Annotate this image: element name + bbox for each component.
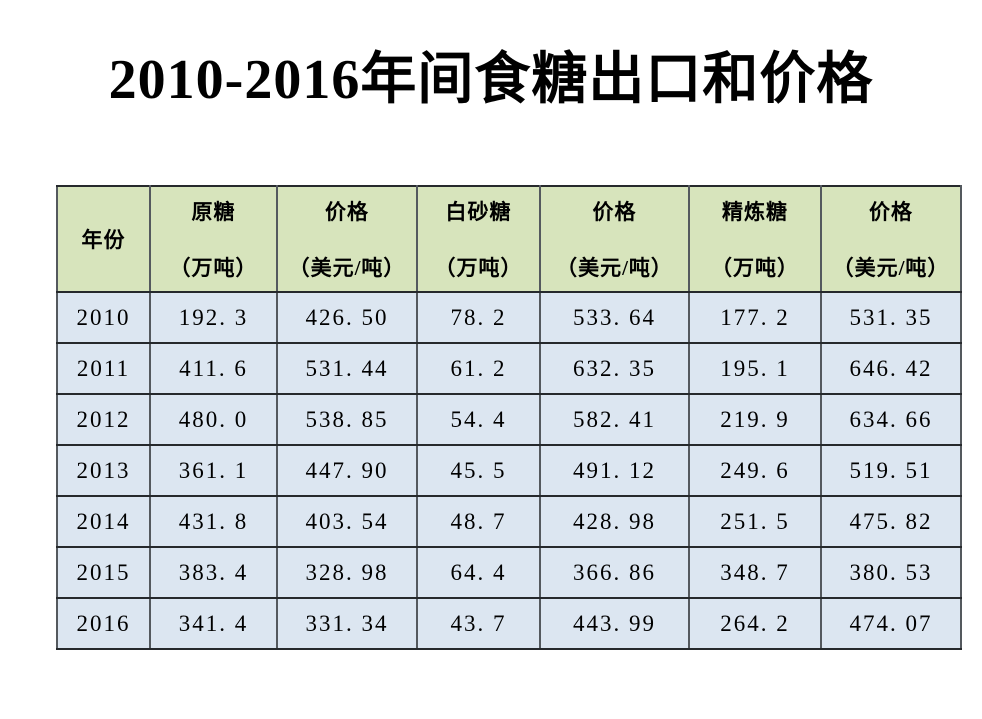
header-cell: 精炼糖 （万吨） [688, 185, 822, 293]
table-cell: 192. 3 [149, 291, 278, 344]
table-row: 2015 383. 4 328. 98 64. 4 366. 86 348. 7 380. … [56, 546, 962, 599]
table-cell: 411. 6 [149, 342, 278, 395]
table-cell: 582. 41 [539, 393, 690, 446]
table-cell: 447. 90 [276, 444, 418, 497]
table-cell: 531. 44 [276, 342, 418, 395]
table-header: 年份 原糖 （万吨） 价格 （美元/吨） 白砂糖 （万吨） 价格 （美元/吨） 精炼糖 （万吨） 价格… [56, 185, 962, 293]
header-cell: 价格 （美元/吨） [276, 185, 418, 293]
table-cell: 219. 9 [688, 393, 822, 446]
header-line2: （万吨） [711, 256, 799, 280]
table-cell: 341. 4 [149, 597, 278, 650]
table-cell: 431. 8 [149, 495, 278, 548]
table-cell: 264. 2 [688, 597, 822, 650]
table-cell: 331. 34 [276, 597, 418, 650]
header-cell: 价格 （美元/吨） [539, 185, 690, 293]
header-line1: 价格 [592, 200, 637, 224]
table-cell: 646. 42 [820, 342, 962, 395]
data-table: 年份 原糖 （万吨） 价格 （美元/吨） 白砂糖 （万吨） 价格 （美元/吨） 精炼糖 （万吨） 价格… [56, 185, 962, 650]
table-cell: 383. 4 [149, 546, 278, 599]
table-cell: 519. 51 [820, 444, 962, 497]
table-cell: 78. 2 [416, 291, 541, 344]
header-cell-content: 原糖 （万吨） [151, 187, 276, 291]
table-cell: 43. 7 [416, 597, 541, 650]
table-cell: 177. 2 [688, 291, 822, 344]
table-cell: 2016 [56, 597, 151, 650]
header-line2: （美元/吨） [556, 256, 673, 280]
header-cell: 年份 [56, 185, 151, 293]
header-cell-content: 白砂糖 （万吨） [418, 187, 539, 291]
table-cell: 426. 50 [276, 291, 418, 344]
header-cell-content: 价格 （美元/吨） [541, 187, 688, 291]
header-line1: 精炼糖 [722, 200, 788, 224]
table-cell: 474. 07 [820, 597, 962, 650]
table-cell: 443. 99 [539, 597, 690, 650]
table-cell: 632. 35 [539, 342, 690, 395]
table-cell: 403. 54 [276, 495, 418, 548]
slide-title: 2010-2016年间食糖出口和价格 [108, 49, 874, 111]
table-cell: 251. 5 [688, 495, 822, 548]
table-body: 2010 192. 3 426. 50 78. 2 533. 64 177. 2 531. … [56, 291, 962, 650]
table-cell: 2012 [56, 393, 151, 446]
table-cell: 2011 [56, 342, 151, 395]
table-cell: 531. 35 [820, 291, 962, 344]
table-row: 2012 480. 0 538. 85 54. 4 582. 41 219. 9 634. … [56, 393, 962, 446]
header-cell-content: 年份 [58, 187, 149, 291]
table-cell: 361. 1 [149, 444, 278, 497]
header-line1: 价格 [325, 200, 369, 224]
table-cell: 64. 4 [416, 546, 541, 599]
table-cell: 480. 0 [149, 393, 278, 446]
header-row: 年份 原糖 （万吨） 价格 （美元/吨） 白砂糖 （万吨） 价格 （美元/吨） 精炼糖 （万吨） 价格… [56, 185, 962, 293]
header-cell-content: 精炼糖 （万吨） [690, 187, 820, 291]
table-cell: 366. 86 [539, 546, 690, 599]
header-cell: 原糖 （万吨） [149, 185, 278, 293]
table-cell: 380. 53 [820, 546, 962, 599]
table-cell: 61. 2 [416, 342, 541, 395]
table-row: 2016 341. 4 331. 34 43. 7 443. 99 264. 2 474. … [56, 597, 962, 650]
header-cell: 白砂糖 （万吨） [416, 185, 541, 293]
table-cell: 249. 6 [688, 444, 822, 497]
table-cell: 428. 98 [539, 495, 690, 548]
header-line1: 白砂糖 [445, 200, 512, 224]
table-cell: 2013 [56, 444, 151, 497]
table-cell: 634. 66 [820, 393, 962, 446]
table-cell: 54. 4 [416, 393, 541, 446]
header-line1: 价格 [869, 200, 913, 224]
table-cell: 475. 82 [820, 495, 962, 548]
header-line2: （万吨） [169, 256, 258, 280]
table-cell: 45. 5 [416, 444, 541, 497]
header-cell-content: 价格 （美元/吨） [822, 187, 960, 291]
header-line2: （美元/吨） [288, 256, 406, 280]
table-cell: 538. 85 [276, 393, 418, 446]
table-cell: 328. 98 [276, 546, 418, 599]
header-line1: 原糖 [191, 200, 236, 224]
table-cell: 2015 [56, 546, 151, 599]
header-line1: 年份 [81, 228, 126, 252]
table-cell: 2014 [56, 495, 151, 548]
table-row: 2010 192. 3 426. 50 78. 2 533. 64 177. 2 531. … [56, 291, 962, 344]
header-cell: 价格 （美元/吨） [820, 185, 962, 293]
table-row: 2013 361. 1 447. 90 45. 5 491. 12 249. 6 519. … [56, 444, 962, 497]
table-cell: 195. 1 [688, 342, 822, 395]
table-cell: 348. 7 [688, 546, 822, 599]
header-cell-content: 价格 （美元/吨） [278, 187, 416, 291]
header-line2: （美元/吨） [832, 256, 950, 280]
table-cell: 2010 [56, 291, 151, 344]
table-row: 2011 411. 6 531. 44 61. 2 632. 35 195. 1 646. … [56, 342, 962, 395]
table-cell: 491. 12 [539, 444, 690, 497]
table-cell: 533. 64 [539, 291, 690, 344]
table-row: 2014 431. 8 403. 54 48. 7 428. 98 251. 5 475. … [56, 495, 962, 548]
header-line2: （万吨） [434, 256, 523, 280]
table-cell: 48. 7 [416, 495, 541, 548]
